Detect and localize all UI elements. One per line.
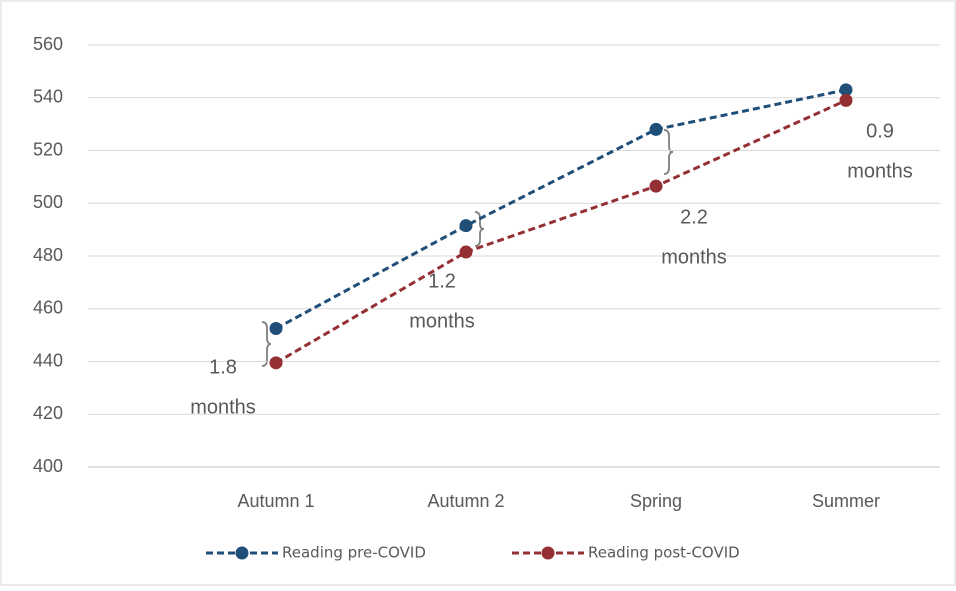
annotation: 0.9 xyxy=(866,120,894,142)
y-tick-label: 420 xyxy=(33,403,63,423)
brace xyxy=(663,129,674,175)
annotation: 1.8 xyxy=(209,356,237,378)
legend-marker xyxy=(235,546,249,560)
point xyxy=(839,93,853,107)
annotation: 2.2 xyxy=(680,206,708,228)
legend-label: Reading post-COVID xyxy=(588,544,740,562)
annotation: months xyxy=(190,396,256,418)
legend-label: Reading pre-COVID xyxy=(282,544,426,562)
y-tick-label: 480 xyxy=(33,245,63,265)
point xyxy=(269,356,283,370)
x-tick-label: Spring xyxy=(630,491,682,511)
annotation: months xyxy=(847,160,913,182)
y-tick-label: 460 xyxy=(33,298,63,318)
x-tick-label: Summer xyxy=(812,491,880,511)
x-tick-label: Autumn 2 xyxy=(427,491,504,511)
brace xyxy=(261,321,272,367)
series-line xyxy=(275,88,847,330)
legend-marker xyxy=(541,546,555,560)
point xyxy=(459,219,473,233)
y-tick-label: 520 xyxy=(33,139,63,159)
series-line xyxy=(275,99,847,365)
brace xyxy=(474,211,485,247)
y-tick-label: 560 xyxy=(33,34,63,54)
annotation: 1.2 xyxy=(428,270,456,292)
point xyxy=(459,245,473,259)
point xyxy=(649,179,663,193)
annotation: months xyxy=(409,310,475,332)
x-tick-label: Autumn 1 xyxy=(237,491,314,511)
annotation: months xyxy=(661,246,727,268)
y-tick-label: 500 xyxy=(33,192,63,212)
y-tick-label: 400 xyxy=(33,456,63,476)
point xyxy=(269,322,283,336)
y-tick-label: 440 xyxy=(33,350,63,370)
point xyxy=(839,83,853,97)
y-tick-label: 540 xyxy=(33,87,63,107)
braces xyxy=(261,129,674,367)
point xyxy=(649,122,663,136)
